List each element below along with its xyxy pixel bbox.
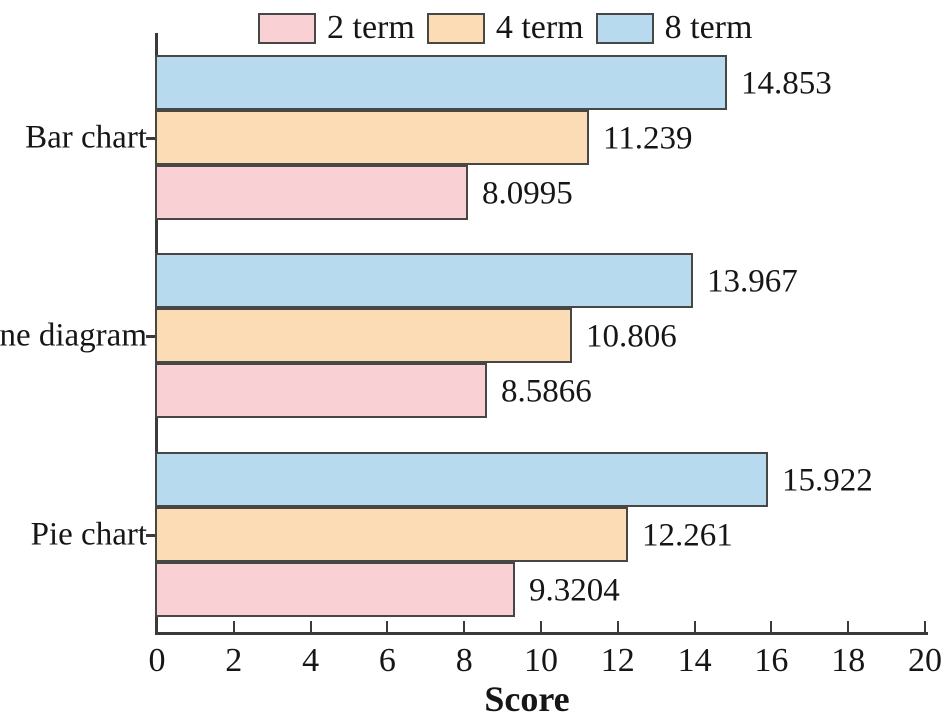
- x-axis-line: [155, 632, 928, 635]
- x-axis-title: Score: [484, 679, 570, 719]
- x-axis-tick-0: [156, 621, 158, 632]
- bar-4-term-pie-chart: [155, 507, 628, 562]
- bar-value-label-2-term-bar-chart: 8.0995: [482, 175, 573, 211]
- legend-label-2-term: 2 term: [327, 9, 415, 46]
- legend-item-8-term: 8 term: [595, 9, 765, 46]
- legend-swatch-2-term: [258, 12, 316, 44]
- bar-value-label-4-term-pie-chart: 12.261: [642, 517, 733, 553]
- y-axis-category-label-bar-chart: Bar chart: [25, 119, 147, 155]
- x-axis-tick-label-20: 20: [908, 642, 942, 679]
- bar-value-label-8-term-pie-chart: 15.922: [782, 462, 873, 498]
- bar-2-term-bar-chart: [155, 165, 468, 220]
- x-axis-tick-label-16: 16: [754, 642, 789, 679]
- x-axis-tick-6: [386, 621, 389, 632]
- legend-swatch-8-term: [595, 12, 654, 44]
- y-axis-tick: [146, 533, 157, 537]
- legend-swatch-4-term: [426, 12, 485, 44]
- x-axis-tick-20: [924, 621, 926, 632]
- legend-label-8-term: 8 term: [664, 9, 753, 46]
- x-axis-tick-12: [616, 621, 619, 632]
- bar-value-label-8-term-bar-chart: 14.853: [741, 65, 832, 101]
- bar-value-label-2-term-ne-diagram: 8.5866: [501, 373, 592, 409]
- bar-2-term-pie-chart: [155, 562, 515, 617]
- x-axis-tick-16: [770, 621, 773, 632]
- x-axis-tick-18: [847, 621, 850, 632]
- x-axis-tick-label-6: 6: [378, 642, 396, 679]
- bar-8-term-ne-diagram: [155, 253, 693, 308]
- x-axis-tick-4: [309, 621, 312, 632]
- legend: 2 term 4 term 8 term: [258, 11, 764, 45]
- y-axis-tick: [146, 334, 157, 338]
- x-axis-tick-label-14: 14: [677, 642, 712, 679]
- bar-2-term-ne-diagram: [155, 363, 487, 418]
- bar-4-term-ne-diagram: [155, 308, 572, 363]
- y-axis-tick: [146, 136, 157, 140]
- x-axis-tick-label-10: 10: [524, 642, 558, 679]
- x-axis-tick-2: [232, 621, 235, 632]
- bar-value-label-2-term-pie-chart: 9.3204: [529, 572, 620, 608]
- x-axis-tick-8: [463, 621, 466, 632]
- x-axis-tick-label-4: 4: [302, 642, 320, 679]
- x-axis-tick-label-0: 0: [148, 642, 166, 679]
- bar-value-label-8-term-ne-diagram: 13.967: [707, 263, 798, 299]
- x-axis-tick-label-18: 18: [831, 642, 866, 679]
- bar-value-label-4-term-ne-diagram: 10.806: [586, 318, 677, 354]
- bar-8-term-pie-chart: [155, 452, 768, 507]
- bar-value-label-4-term-bar-chart: 11.239: [603, 120, 693, 156]
- legend-item-4-term: 4 term: [426, 9, 596, 46]
- x-axis-tick-14: [693, 621, 696, 632]
- x-axis-tick-label-2: 2: [225, 642, 243, 679]
- x-axis-tick-10: [540, 621, 542, 632]
- legend-item-2-term: 2 term: [258, 11, 427, 45]
- y-axis-category-label-ne-diagram: ne diagram: [0, 317, 147, 353]
- x-axis-tick-label-8: 8: [455, 642, 473, 679]
- bar-8-term-bar-chart: [155, 55, 727, 110]
- x-axis-tick-label-12: 12: [600, 642, 635, 679]
- legend-label-4-term: 4 term: [495, 9, 584, 46]
- y-axis-category-label-pie-chart: Pie chart: [30, 516, 147, 552]
- bar-4-term-bar-chart: [155, 110, 589, 165]
